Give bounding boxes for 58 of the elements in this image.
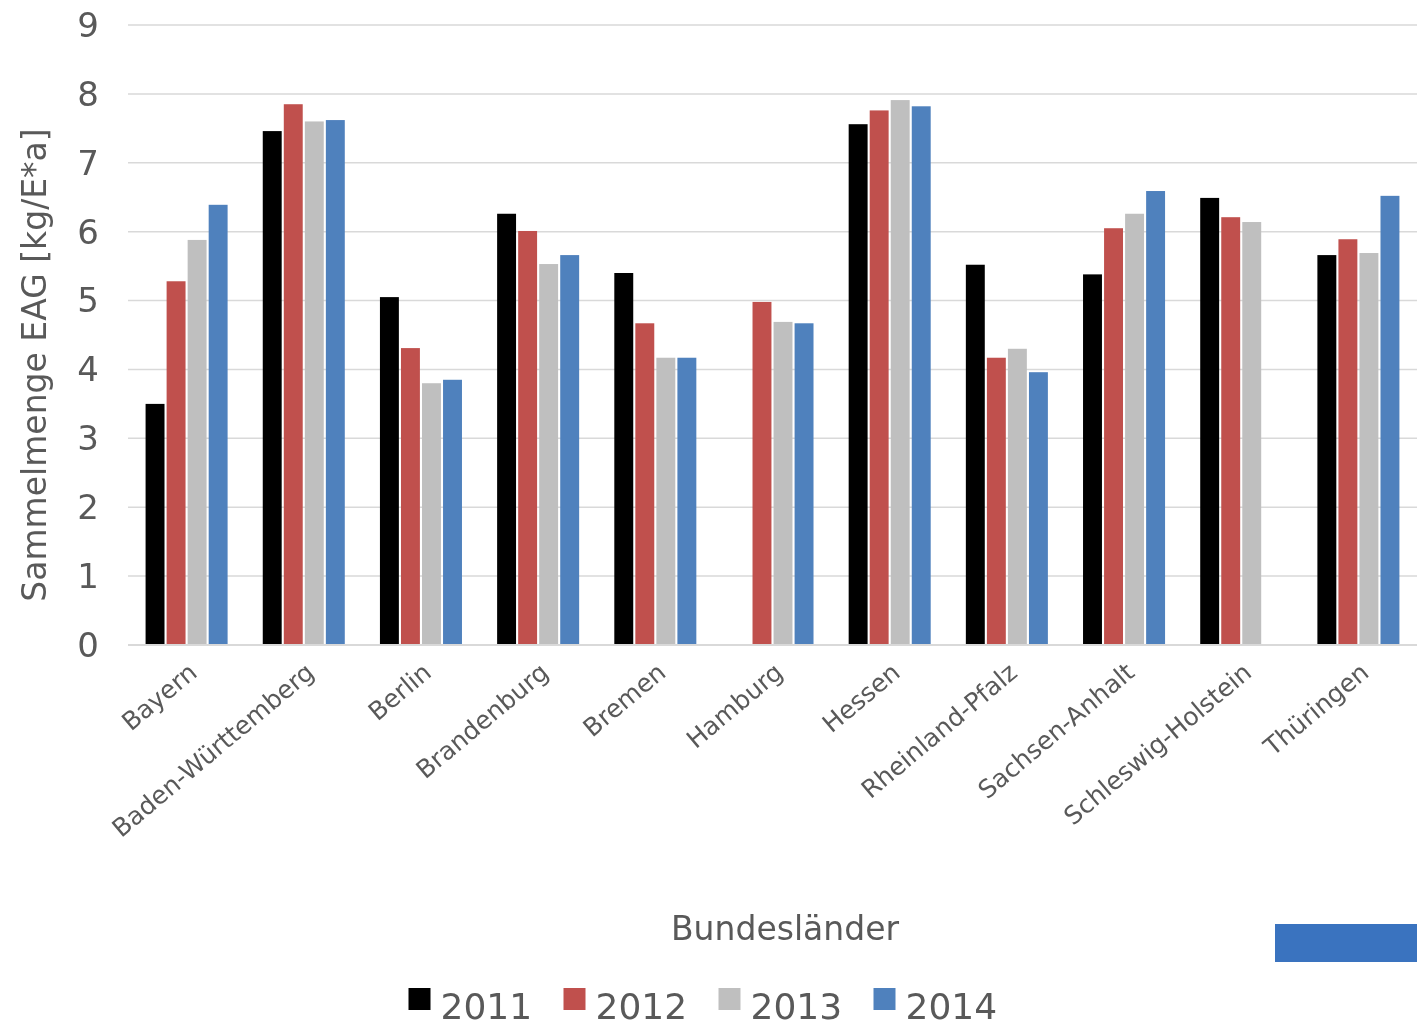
bar (677, 357, 697, 645)
bar (656, 357, 676, 645)
y-tick-label: 7 (77, 142, 99, 183)
bar (560, 255, 580, 645)
bar (262, 131, 282, 645)
bar (890, 100, 910, 645)
y-tick-label: 0 (77, 624, 99, 665)
bar (379, 297, 399, 645)
bar (1221, 217, 1241, 645)
bar (773, 321, 793, 645)
bar (1104, 228, 1123, 645)
bar (1317, 255, 1337, 645)
bar (166, 281, 186, 645)
bar (283, 104, 303, 645)
bar (400, 348, 420, 645)
y-tick-label: 9 (77, 4, 99, 45)
bar (422, 383, 441, 645)
bar (304, 121, 324, 645)
y-tick-label: 2 (77, 487, 99, 528)
y-tick-label: 8 (77, 73, 99, 114)
bar (1380, 195, 1400, 645)
bar (848, 124, 868, 645)
bar (794, 323, 814, 645)
bar (1200, 197, 1220, 645)
legend-label: 2013 (750, 985, 843, 1026)
bar (1028, 372, 1048, 645)
bar (518, 230, 538, 645)
bar (497, 213, 517, 645)
bar (1125, 213, 1145, 645)
bar (208, 204, 228, 645)
bar (539, 264, 559, 645)
bar (1146, 191, 1166, 645)
y-tick-label: 1 (77, 556, 99, 597)
y-axis-title: Sammelmenge EAG [kg/E*a] (15, 128, 54, 602)
bar (965, 264, 985, 645)
bar (635, 323, 655, 645)
bar (1242, 222, 1262, 645)
bar (145, 403, 165, 645)
bar (911, 106, 931, 645)
bar (752, 301, 772, 645)
y-tick-label: 3 (77, 418, 99, 459)
legend-label: 2014 (905, 985, 998, 1026)
bar (1359, 253, 1379, 645)
bar (443, 379, 462, 645)
bar (986, 357, 1006, 645)
bar (325, 120, 345, 645)
y-tick-label: 5 (77, 280, 99, 321)
bar (1007, 348, 1027, 645)
y-tick-label: 4 (77, 349, 99, 390)
bar (869, 110, 889, 645)
bar (614, 273, 634, 645)
bar (187, 239, 207, 645)
bar (1338, 239, 1358, 645)
bar (1083, 274, 1102, 645)
x-axis-title: Bundesländer (670, 909, 900, 948)
legend-label: 2012 (595, 985, 688, 1026)
y-tick-label: 6 (77, 211, 99, 252)
legend-label: 2011 (440, 985, 533, 1026)
